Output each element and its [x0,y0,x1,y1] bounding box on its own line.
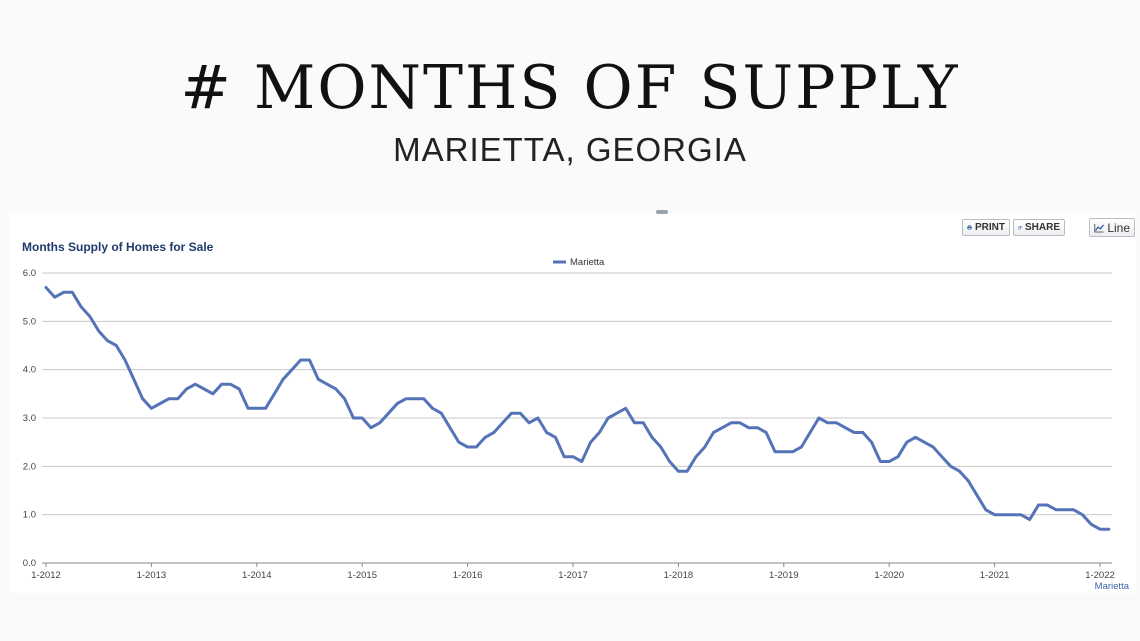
page-title: # MONTHS OF SUPPLY [180,53,960,123]
x-tick-label: 1-2017 [558,570,588,581]
chart-title: Months Supply of Homes for Sale [22,240,214,254]
x-tick-label: 1-2015 [347,570,377,581]
y-tick-label: 3.0 [23,413,36,424]
print-label: PRINT [975,222,1005,233]
y-tick-label: 5.0 [23,316,36,327]
x-tick-label: 1-2018 [664,570,694,581]
x-tick-label: 1-2019 [769,570,799,581]
legend-label: Marietta [570,257,605,268]
line-chart-icon [1094,223,1104,232]
x-tick-label: 1-2021 [980,570,1010,581]
x-tick-label: 1-2012 [31,570,61,581]
y-tick-label: 6.0 [23,268,36,279]
x-tick-label: 1-2016 [453,570,483,581]
page-subtitle: MARIETTA, GEORGIA [393,131,747,168]
share-icon [1018,226,1022,230]
y-tick-label: 4.0 [23,365,36,376]
series-end-label: Marietta [1095,581,1130,592]
printer-icon [967,225,972,230]
x-tick-label: 1-2013 [137,570,167,581]
series-line-marietta [44,286,1111,531]
y-tick-label: 1.0 [23,510,36,521]
drag-handle[interactable] [656,210,668,214]
x-tick-label: 1-2014 [242,570,272,581]
chart-panel [10,213,1136,593]
x-tick-label: 1-2022 [1085,570,1115,581]
share-button[interactable]: SHARE [1013,219,1065,236]
y-tick-label: 2.0 [23,461,36,472]
share-label: SHARE [1024,222,1060,233]
chart-type-line-button[interactable]: Line [1089,218,1135,237]
x-tick-label: 1-2020 [874,570,904,581]
line-label: Line [1107,220,1130,235]
y-tick-label: 0.0 [23,558,36,569]
print-button[interactable]: PRINT [962,219,1010,236]
